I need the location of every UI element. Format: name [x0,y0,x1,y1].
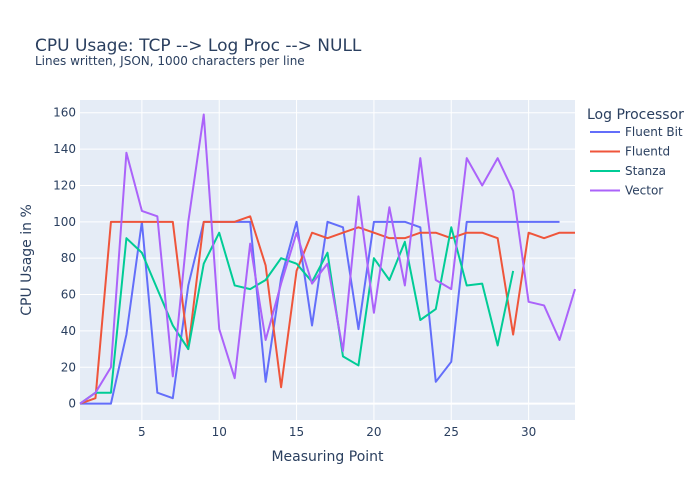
legend-label: Fluent Bit [625,125,683,139]
y-tick-label: 120 [53,178,76,192]
y-axis-title: CPU Usage in % [19,204,35,316]
legend-label: Fluentd [625,145,670,159]
x-tick-label: 25 [444,425,459,439]
series-line-vector [79,113,576,405]
x-tick-label: 30 [521,425,536,439]
legend-item[interactable]: Fluent Bit [590,125,683,139]
y-tick-label: 20 [61,360,76,374]
legend-item[interactable]: Fluentd [590,145,670,159]
legend-title: Log Processor [587,107,684,123]
legend-item[interactable]: Vector [590,184,663,198]
x-tick-label: 10 [212,425,227,439]
y-tick-label: 160 [53,106,76,120]
x-axis-title: Measuring Point [271,449,384,465]
chart-title: CPU Usage: TCP --> Log Proc --> NULL [35,36,362,56]
x-tick-label: 20 [366,425,381,439]
legend-label: Vector [625,184,663,198]
legend: Log Processor Fluent Bit Fluentd Stanza Vec… [587,107,684,198]
legend-label: Stanza [625,164,666,178]
x-tick-label: 15 [289,425,304,439]
axis-ticks: 0 20 40 60 80 100 120 140 160 5 10 15 20 25 30 [53,106,536,439]
y-tick-label: 100 [53,215,76,229]
legend-item[interactable]: Stanza [590,164,666,178]
series-line-stanza [79,226,515,405]
y-tick-label: 80 [61,251,76,265]
y-tick-label: 60 [61,288,76,302]
y-tick-label: 140 [53,142,76,156]
y-tick-label: 40 [61,324,76,338]
grid [80,100,575,420]
chart-subtitle: Lines written, JSON, 1000 characters per… [35,54,305,68]
y-tick-label: 0 [68,397,76,411]
series-lines [79,113,576,405]
x-tick-label: 5 [138,425,146,439]
series-line-fluentd [79,215,575,405]
